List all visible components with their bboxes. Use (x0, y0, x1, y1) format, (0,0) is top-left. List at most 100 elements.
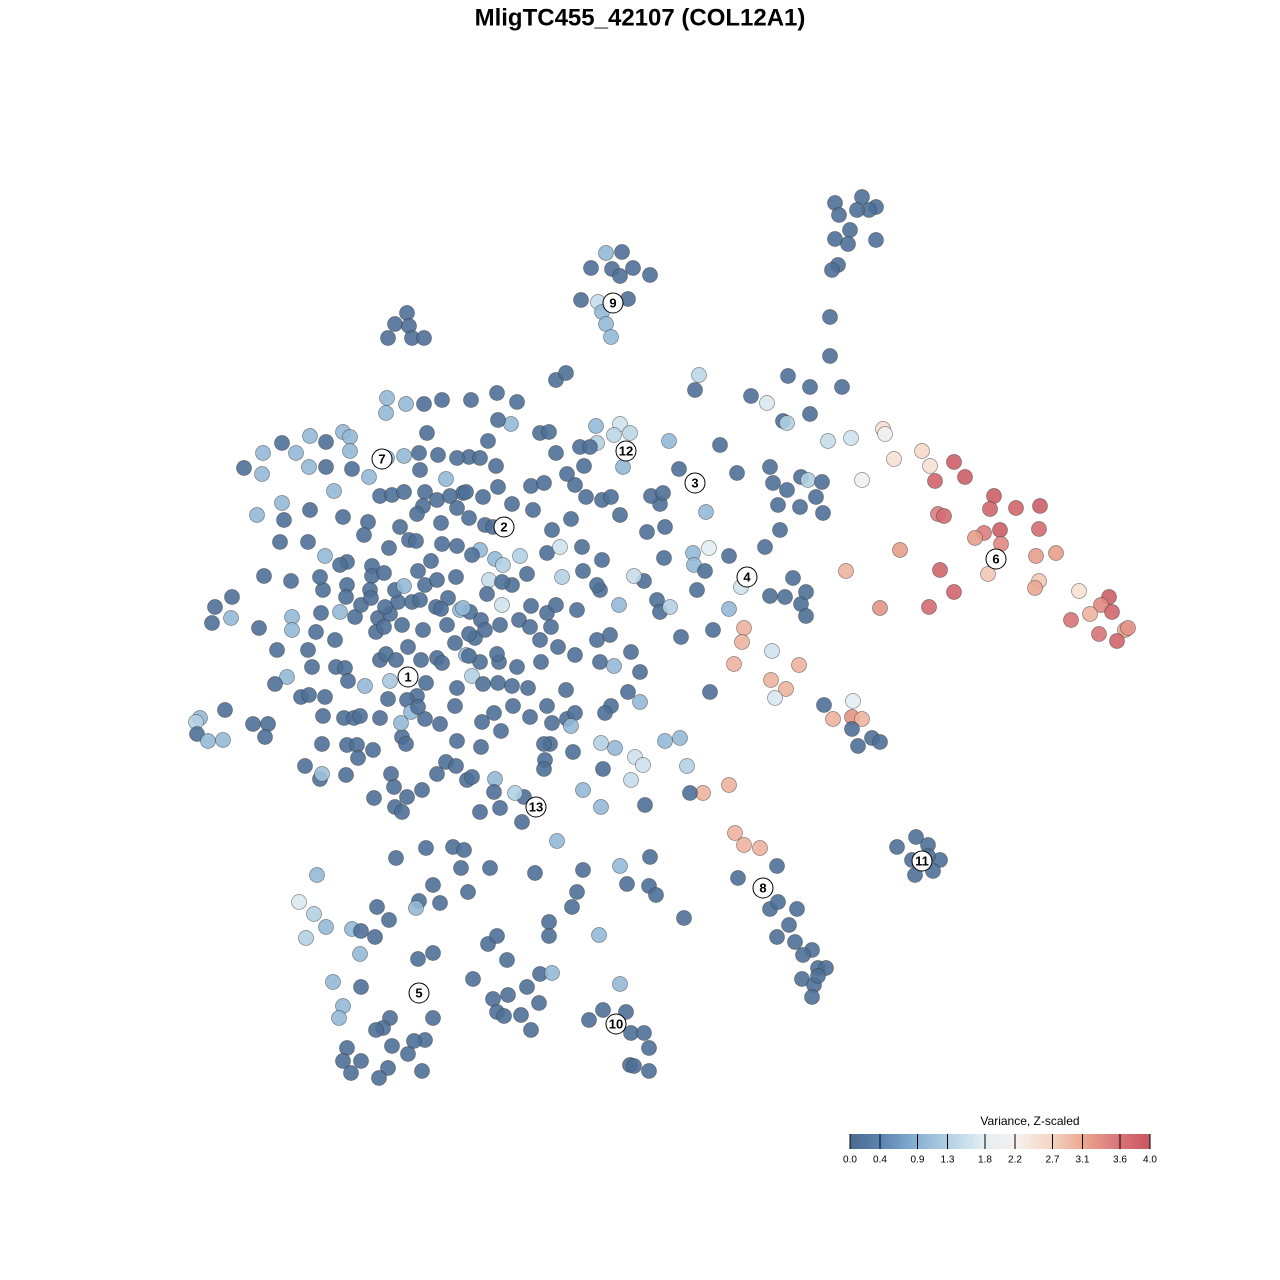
point (254, 466, 270, 482)
point (676, 910, 692, 926)
point (217, 702, 233, 718)
point (309, 867, 325, 883)
chart-title: MligTC455_42107 (COL12A1) (475, 4, 806, 31)
point (366, 790, 382, 806)
point (449, 500, 465, 516)
point (914, 443, 930, 459)
point (251, 620, 267, 636)
point (475, 489, 491, 505)
point (868, 232, 884, 248)
point (245, 716, 261, 732)
point (353, 923, 369, 939)
point (453, 860, 469, 876)
point (504, 496, 520, 512)
point (992, 522, 1008, 538)
point (352, 708, 368, 724)
cluster-label: 4 (743, 569, 751, 584)
point (376, 565, 392, 581)
point (840, 236, 856, 252)
point (357, 678, 373, 694)
point (662, 599, 678, 615)
point (455, 600, 471, 616)
point (272, 534, 288, 550)
point (301, 459, 317, 475)
point (564, 899, 580, 915)
point (449, 450, 465, 466)
point (922, 458, 938, 474)
point (492, 617, 508, 633)
point (388, 652, 404, 668)
cluster-label-badge (985, 548, 1007, 570)
point (595, 1002, 611, 1018)
point (367, 929, 383, 945)
point (541, 424, 557, 440)
point (544, 965, 560, 981)
point (300, 534, 316, 550)
point (802, 379, 818, 395)
point (340, 673, 356, 689)
colorbar-tick-label: 3.1 (1076, 1155, 1090, 1166)
point (417, 711, 433, 727)
point (689, 582, 705, 598)
point (583, 260, 599, 276)
point (413, 652, 429, 668)
point (433, 601, 449, 617)
point (815, 505, 831, 521)
point (383, 766, 399, 782)
point (447, 635, 463, 651)
point (626, 568, 642, 584)
point (302, 502, 318, 518)
point (554, 569, 570, 585)
point (410, 699, 426, 715)
point (721, 777, 737, 793)
point (416, 396, 432, 412)
point (509, 659, 525, 675)
cluster-label: 12 (619, 443, 633, 458)
point (632, 664, 648, 680)
point (224, 589, 240, 605)
point (655, 485, 671, 501)
point (479, 586, 495, 602)
point (936, 508, 952, 524)
point (302, 428, 318, 444)
point (485, 991, 501, 1007)
point (549, 833, 565, 849)
point (603, 489, 619, 505)
point (512, 548, 528, 564)
point (464, 769, 480, 785)
point (410, 951, 426, 967)
point (482, 860, 498, 876)
point (844, 721, 860, 737)
point (449, 680, 465, 696)
point (656, 550, 672, 566)
point (536, 475, 552, 491)
point (368, 1022, 384, 1038)
colorbar: Variance, Z-scaled 0.0 0.4 0.9 1.3 1.8 2.2 2.7… (843, 1114, 1157, 1165)
point (597, 705, 613, 721)
point (804, 989, 820, 1005)
point (495, 557, 511, 573)
point (381, 912, 397, 928)
point (365, 742, 381, 758)
point (386, 779, 402, 795)
point (606, 658, 622, 674)
point (414, 782, 430, 798)
point (816, 697, 832, 713)
point (387, 316, 403, 332)
point (802, 406, 818, 422)
point (458, 484, 474, 500)
point (1091, 626, 1107, 642)
point (986, 488, 1002, 504)
cluster-label-badge (615, 440, 637, 462)
point (394, 804, 410, 820)
point (849, 202, 865, 218)
point (759, 395, 775, 411)
point (843, 430, 859, 446)
point (850, 738, 866, 754)
point (398, 736, 414, 752)
point (460, 884, 476, 900)
point (429, 492, 445, 508)
point (632, 694, 648, 710)
point (489, 646, 505, 662)
point (612, 268, 628, 284)
